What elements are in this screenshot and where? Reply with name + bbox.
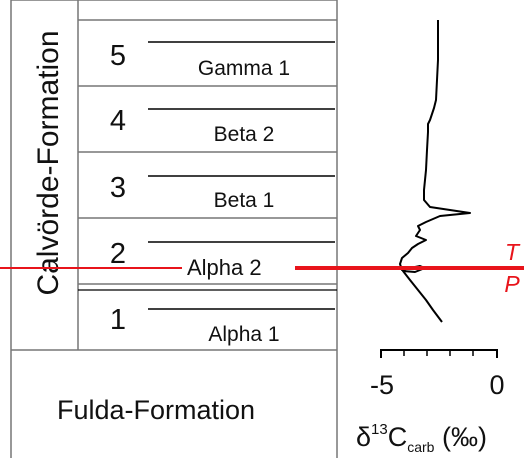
unit-number: 4	[110, 105, 126, 137]
subunit-label: Beta 2	[214, 123, 275, 146]
unit-number: 1	[110, 304, 126, 336]
axis-tick-label: -5	[370, 370, 394, 400]
boundary-upper-label: T	[505, 239, 521, 265]
isotope-curve	[399, 20, 471, 323]
formation-upper-label: Calvörde-Formation	[32, 30, 65, 295]
isotope-axis	[380, 349, 498, 358]
axis-title-delta: δ	[356, 422, 371, 452]
subunit-label: Alpha 2	[187, 255, 262, 280]
unit-number: 2	[110, 238, 126, 270]
axis-title-unit: (‰)	[434, 422, 486, 452]
axis-tick-label: 0	[489, 370, 504, 400]
subunit-label: Beta 1	[214, 189, 275, 212]
subunit-label: Gamma 1	[198, 57, 290, 80]
unit-number: 3	[110, 172, 126, 204]
axis-title-superscript: 13	[371, 421, 388, 438]
axis-title: δ13Ccarb (‰)	[356, 421, 487, 455]
subunit-label: Alpha 1	[208, 323, 279, 346]
formation-lower-label: Fulda-Formation	[57, 395, 255, 425]
unit-number: 5	[110, 40, 126, 72]
subunit-bars	[78, 41, 337, 310]
boundary-lower-label: P	[504, 271, 520, 297]
axis-title-subscript: carb	[407, 439, 434, 455]
column-frame	[10, 0, 338, 458]
axis-title-c: C	[388, 422, 408, 452]
